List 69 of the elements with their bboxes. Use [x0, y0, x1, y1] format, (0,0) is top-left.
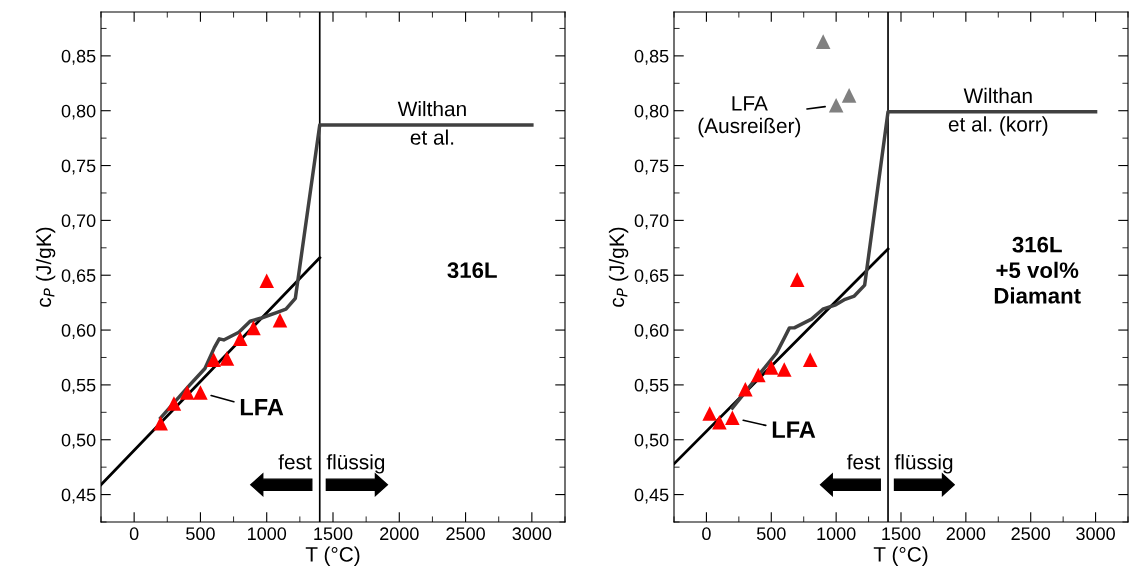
- x-tick-label: 2500: [446, 527, 485, 541]
- y-tick-label: 0,50: [61, 433, 96, 449]
- point: [738, 382, 753, 397]
- x-axis-title: T (°C): [305, 546, 360, 566]
- point: [725, 410, 740, 426]
- x-tick-label: 3000: [512, 527, 552, 541]
- point: [166, 396, 182, 411]
- y-tick-label: 0,85: [61, 49, 96, 65]
- x-tick-label: 500: [756, 527, 786, 541]
- point: [193, 385, 208, 400]
- point: [815, 34, 831, 49]
- point: [272, 312, 288, 328]
- annotation: Wilthan et al.: [397, 101, 466, 145]
- annotation: flüssig: [894, 454, 953, 474]
- x-tick-label: 0: [129, 527, 139, 541]
- x-tick-label: 1000: [817, 527, 856, 541]
- annotation: fest: [278, 454, 312, 470]
- x-tick-label: 1000: [248, 527, 287, 541]
- annotation: LFA: [240, 399, 284, 416]
- annotation: 316L +5 vol% Diamant: [994, 236, 1081, 304]
- point: [702, 406, 717, 421]
- point: [751, 367, 766, 383]
- point: [789, 272, 805, 287]
- point: [828, 97, 844, 113]
- annotation: 316L: [447, 262, 497, 279]
- y-tick-label: 0,65: [61, 269, 96, 285]
- point: [776, 362, 792, 377]
- x-tick-label: 500: [186, 527, 215, 541]
- y-tick-label: 0,45: [634, 488, 669, 504]
- y-tick-label: 0,65: [634, 269, 669, 285]
- y-tick-label: 0,85: [634, 49, 669, 65]
- point: [232, 331, 248, 347]
- annotation: flüssig: [326, 454, 385, 474]
- annotation: LFA (Ausreißer): [698, 96, 801, 138]
- x-tick-label: 2000: [380, 527, 419, 541]
- x-tick-label: 1500: [314, 527, 353, 541]
- point: [802, 352, 818, 367]
- x-tick-label: 0: [702, 527, 711, 541]
- point: [179, 385, 195, 400]
- x-tick-label: 3000: [1076, 527, 1115, 541]
- point: [841, 88, 857, 103]
- y-axis-title: c$_{P}$ (J/gK): [608, 227, 629, 307]
- annotation: Wilthan et al. (korr): [948, 87, 1048, 136]
- x-tick-label: 2500: [1011, 527, 1051, 541]
- y-axis-title: c$_{P}$ (J/gK): [35, 227, 56, 307]
- y-tick-label: 0,70: [61, 214, 96, 230]
- point: [246, 320, 261, 336]
- y-tick-label: 0,80: [61, 104, 96, 120]
- y-tick-label: 0,70: [634, 214, 669, 230]
- y-tick-label: 0,50: [634, 433, 669, 449]
- point: [219, 351, 235, 366]
- y-tick-label: 0,60: [61, 324, 96, 339]
- y-tick-label: 0,75: [61, 159, 96, 175]
- y-tick-label: 0,55: [634, 378, 669, 394]
- y-tick-label: 0,45: [61, 488, 96, 504]
- y-tick-label: 0,55: [61, 378, 96, 394]
- point: [206, 352, 221, 367]
- y-tick-label: 0,75: [634, 159, 669, 175]
- annotation: fest: [846, 454, 881, 470]
- x-tick-label: 1500: [882, 527, 921, 541]
- annotation: LFA: [772, 421, 816, 438]
- x-tick-label: 2000: [946, 527, 986, 541]
- point: [259, 273, 274, 288]
- point: [764, 360, 779, 375]
- point: [712, 414, 727, 430]
- point: [153, 416, 168, 431]
- x-axis-title: T (°C): [873, 546, 928, 566]
- y-tick-label: 0,80: [634, 104, 669, 120]
- y-tick-label: 0,60: [634, 324, 669, 339]
